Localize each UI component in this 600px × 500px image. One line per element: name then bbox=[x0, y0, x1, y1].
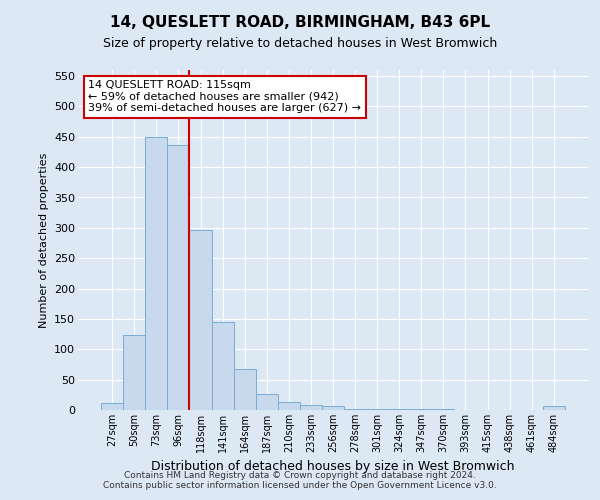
Bar bbox=[366, 409, 388, 410]
Bar bbox=[344, 409, 366, 410]
Bar bbox=[300, 405, 322, 410]
Bar bbox=[190, 230, 212, 410]
Bar bbox=[123, 336, 145, 410]
Text: 14, QUESLETT ROAD, BIRMINGHAM, B43 6PL: 14, QUESLETT ROAD, BIRMINGHAM, B43 6PL bbox=[110, 15, 490, 30]
Bar bbox=[278, 402, 300, 410]
Bar bbox=[256, 394, 278, 410]
Bar bbox=[212, 322, 233, 410]
Y-axis label: Number of detached properties: Number of detached properties bbox=[38, 152, 49, 328]
Bar bbox=[145, 138, 167, 410]
X-axis label: Distribution of detached houses by size in West Bromwich: Distribution of detached houses by size … bbox=[151, 460, 515, 473]
Bar bbox=[233, 368, 256, 410]
Bar bbox=[322, 406, 344, 410]
Text: 14 QUESLETT ROAD: 115sqm
← 59% of detached houses are smaller (942)
39% of semi-: 14 QUESLETT ROAD: 115sqm ← 59% of detach… bbox=[88, 80, 361, 114]
Bar bbox=[543, 406, 565, 410]
Text: Contains HM Land Registry data © Crown copyright and database right 2024.
Contai: Contains HM Land Registry data © Crown c… bbox=[103, 470, 497, 490]
Bar bbox=[167, 144, 190, 410]
Text: Size of property relative to detached houses in West Bromwich: Size of property relative to detached ho… bbox=[103, 38, 497, 51]
Bar bbox=[101, 402, 123, 410]
